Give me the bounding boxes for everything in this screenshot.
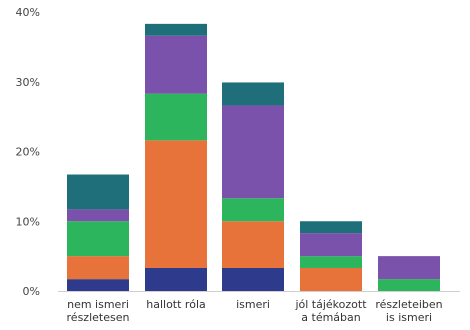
bar-segment (222, 198, 284, 222)
bar-segment (300, 256, 362, 268)
x-tick-label: nem ismeri (67, 298, 129, 311)
bar-segment (67, 256, 129, 280)
bar-segment (300, 267, 362, 291)
bar-segment (145, 140, 207, 268)
bar-segment (300, 233, 362, 257)
bar-segment (145, 35, 207, 94)
bars (67, 23, 440, 291)
x-tick-label: hallott róla (146, 298, 206, 311)
y-axis-ticks: 0% 10% 20% 30% 40% (16, 6, 40, 298)
y-tick-label: 10% (16, 215, 40, 228)
y-tick-label: 0% (23, 285, 40, 298)
x-tick-label: a témában (301, 311, 360, 324)
bar-segment (222, 267, 284, 291)
bar-segment (145, 267, 207, 291)
bar-segment (145, 93, 207, 141)
x-tick-label: részletesen (67, 311, 130, 324)
bar-segment (222, 82, 284, 106)
y-tick-label: 20% (16, 146, 40, 159)
bar-segment (300, 221, 362, 234)
x-tick-label: ismeri (236, 298, 270, 311)
bar-segment (145, 23, 207, 36)
bar-segment (67, 221, 129, 257)
x-tick-label: is ismeri (386, 311, 432, 324)
bar-segment (222, 221, 284, 268)
x-tick-label: jól tájékozott (294, 298, 367, 311)
bar-segment (222, 105, 284, 199)
bar-segment (378, 256, 440, 280)
y-tick-label: 30% (16, 76, 40, 89)
bar-segment (378, 279, 440, 291)
bar-segment (67, 209, 129, 222)
y-tick-label: 40% (16, 6, 40, 19)
bar-segment (67, 279, 129, 291)
x-tick-label: részleteiben (375, 298, 442, 311)
bar-segment (67, 174, 129, 210)
